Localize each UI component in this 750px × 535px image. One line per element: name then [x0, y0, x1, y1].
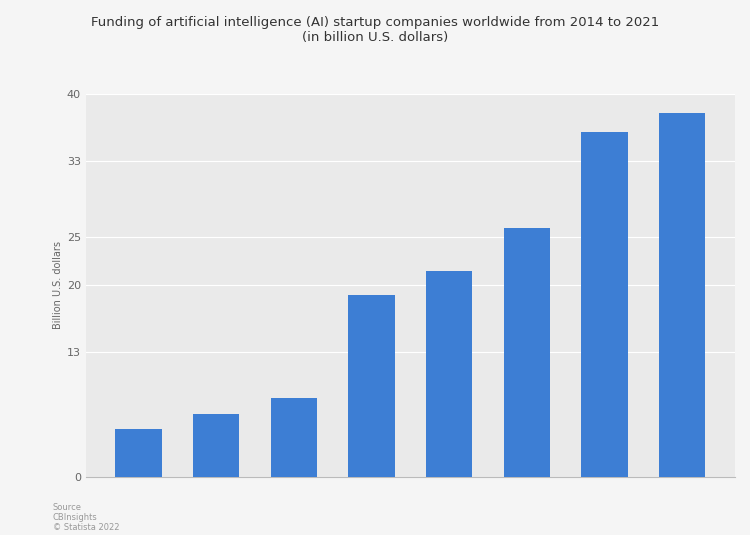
- Bar: [659, 113, 706, 477]
- Bar: [271, 398, 317, 477]
- Y-axis label: Billion U.S. dollars: Billion U.S. dollars: [53, 241, 62, 329]
- Text: Source
CBInsights
© Statista 2022: Source CBInsights © Statista 2022: [53, 502, 119, 532]
- Bar: [116, 429, 162, 477]
- Bar: [193, 415, 239, 477]
- Bar: [581, 132, 628, 477]
- Bar: [503, 228, 550, 477]
- Bar: [426, 271, 472, 477]
- Bar: [348, 295, 394, 477]
- Text: Funding of artificial intelligence (AI) startup companies worldwide from 2014 to: Funding of artificial intelligence (AI) …: [91, 16, 659, 44]
